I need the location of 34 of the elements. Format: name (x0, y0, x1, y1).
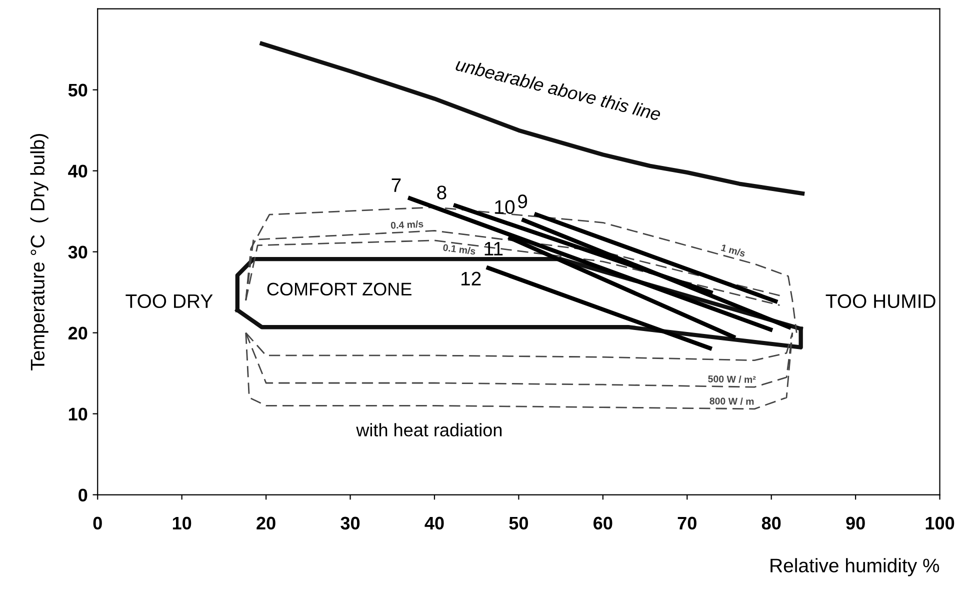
text: 1 m/s (720, 244, 746, 258)
x-tick-label: 50 (509, 516, 528, 530)
series-label: 12 (461, 272, 481, 286)
x-axis-title: Relative humidity % (770, 558, 940, 576)
y-tick-label: 0 (78, 488, 88, 502)
x-tick-label: 90 (846, 516, 865, 530)
x-tick-label: 80 (762, 516, 781, 530)
series-label: 9 (518, 194, 528, 208)
y-axis-title: Temperature °C ( Dry bulb) (30, 134, 48, 370)
x-tick-label: 20 (256, 516, 276, 530)
series-label: 10 (495, 200, 515, 214)
text: 0.1 m/s (442, 244, 476, 255)
x-tick-label: 10 (172, 516, 192, 530)
x-tick-label: 100 (926, 516, 954, 530)
annotation: with heat radiation (356, 423, 502, 436)
y-tick-label: 40 (68, 164, 88, 178)
x-tick-label: 70 (678, 516, 696, 530)
y-tick-label: 30 (68, 246, 88, 259)
annotation: unbearable above this line (455, 57, 662, 121)
annotation: TOO DRY (126, 294, 213, 308)
series-label: 7 (392, 178, 401, 192)
x-tick-label: 30 (340, 516, 360, 530)
series-label: 8 (437, 186, 446, 200)
y-tick-label: 10 (68, 408, 88, 420)
series-label: 500 W / m² (708, 375, 756, 384)
y-tick-label: 20 (68, 326, 88, 340)
series-label: 0.4 m/s (390, 220, 424, 229)
x-tick-label: 60 (594, 516, 612, 530)
y-tick-label: 50 (68, 84, 88, 97)
annotation: TOO HUMID (826, 294, 936, 308)
x-tick-label: 0 (93, 516, 102, 530)
x-tick-label: 40 (424, 516, 444, 530)
annotation: COMFORT ZONE (267, 282, 412, 296)
series-label: 800 W / m (710, 397, 754, 405)
